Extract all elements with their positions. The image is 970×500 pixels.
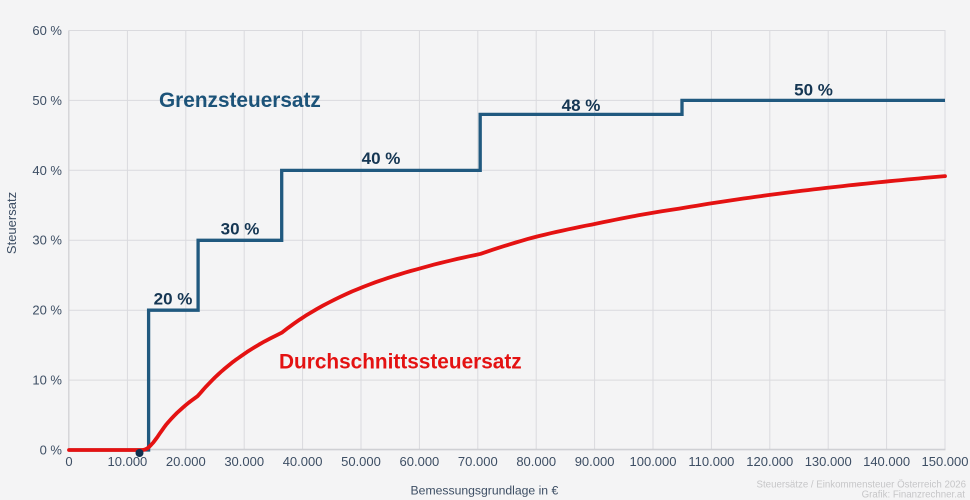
svg-text:70.000: 70.000 <box>458 454 498 469</box>
svg-text:Grenzsteuersatz: Grenzsteuersatz <box>159 89 321 112</box>
svg-text:40.000: 40.000 <box>283 454 323 469</box>
svg-text:90.000: 90.000 <box>575 454 615 469</box>
svg-text:30.000: 30.000 <box>224 454 264 469</box>
svg-text:130.000: 130.000 <box>805 454 852 469</box>
svg-text:120.000: 120.000 <box>746 454 793 469</box>
svg-text:50 %: 50 % <box>32 93 62 108</box>
svg-text:140.000: 140.000 <box>863 454 910 469</box>
svg-text:40 %: 40 % <box>32 163 62 178</box>
svg-text:50.000: 50.000 <box>341 454 381 469</box>
svg-text:100.000: 100.000 <box>630 454 677 469</box>
svg-text:10.000: 10.000 <box>108 454 148 469</box>
svg-text:80.000: 80.000 <box>516 454 556 469</box>
svg-text:20.000: 20.000 <box>166 454 206 469</box>
svg-text:30 %: 30 % <box>221 220 260 239</box>
svg-text:Grafik: Finanzrechner.at: Grafik: Finanzrechner.at <box>862 490 966 500</box>
svg-text:Steuersatz: Steuersatz <box>4 192 19 254</box>
svg-text:20 %: 20 % <box>32 303 62 318</box>
svg-text:0 %: 0 % <box>40 443 63 458</box>
svg-text:10 %: 10 % <box>32 373 62 388</box>
svg-text:110.000: 110.000 <box>688 454 734 469</box>
svg-text:0: 0 <box>65 454 72 469</box>
svg-text:60.000: 60.000 <box>400 454 440 469</box>
svg-text:48 %: 48 % <box>562 96 601 115</box>
svg-text:60 %: 60 % <box>32 23 62 38</box>
svg-text:Steuersätze / Einkommensteuer: Steuersätze / Einkommensteuer Österreich… <box>757 480 966 491</box>
svg-text:30 %: 30 % <box>32 233 62 248</box>
svg-text:20 %: 20 % <box>154 290 193 309</box>
svg-text:Bemessungsgrundlage in €: Bemessungsgrundlage in € <box>411 483 559 497</box>
svg-text:40 %: 40 % <box>362 149 401 168</box>
svg-text:Durchschnittssteuersatz: Durchschnittssteuersatz <box>279 351 522 374</box>
svg-text:150.000: 150.000 <box>922 454 969 469</box>
svg-text:50 %: 50 % <box>794 81 833 100</box>
